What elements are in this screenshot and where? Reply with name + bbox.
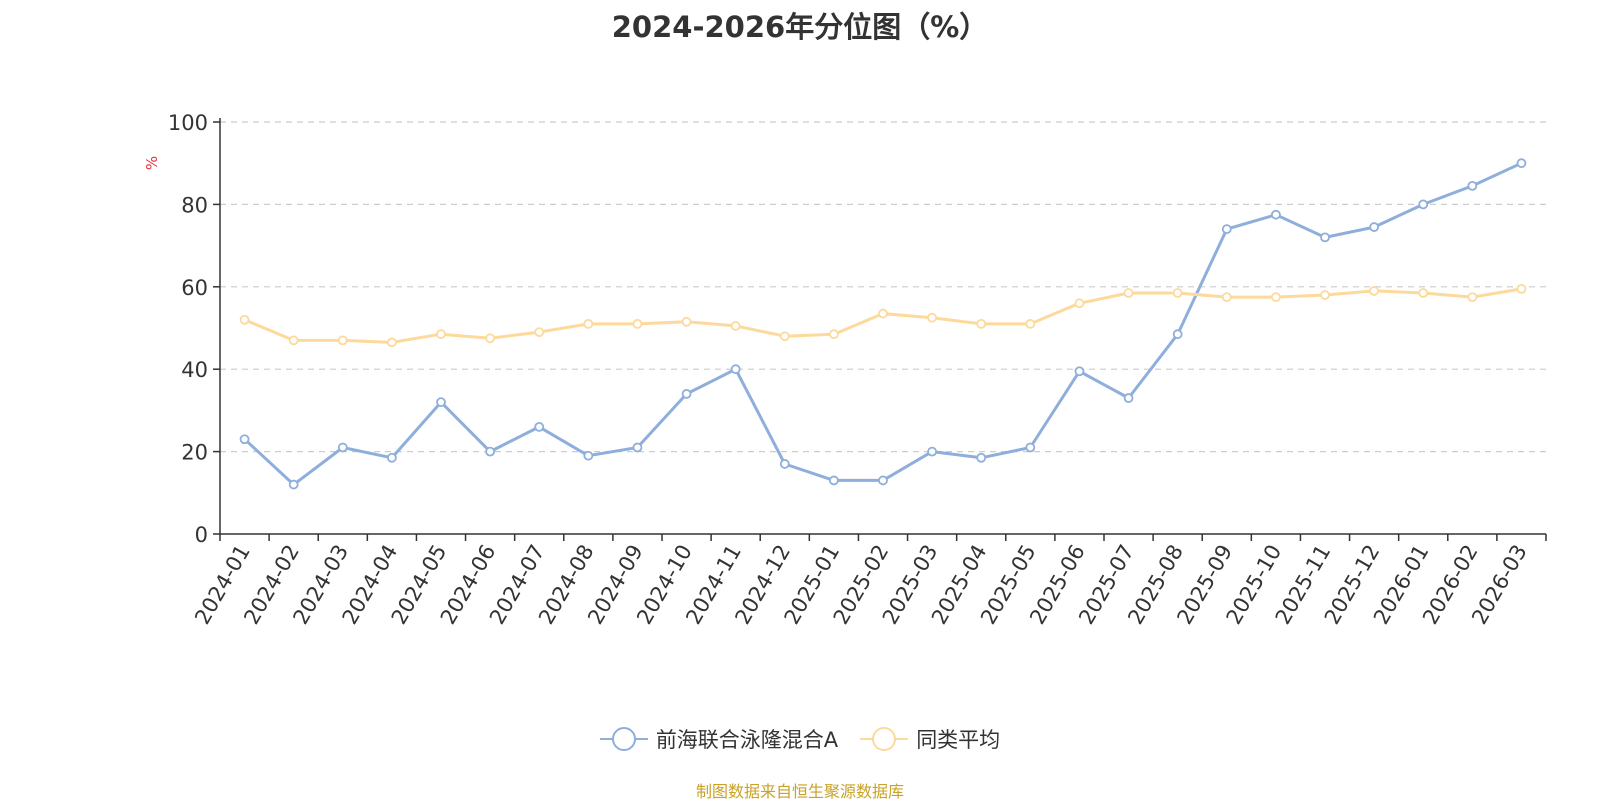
data-point-1[interactable]	[1418, 288, 1429, 298]
data-point-0[interactable]	[1418, 199, 1429, 210]
data-point-1[interactable]	[1172, 288, 1183, 298]
data-point-0[interactable]	[976, 452, 987, 463]
legend-peer-icon	[860, 727, 909, 751]
data-point-1[interactable]	[779, 331, 790, 342]
series-line-0	[243, 161, 1523, 487]
legend-fund-label: 前海联合泳隆混合A	[655, 728, 839, 752]
data-point-0[interactable]	[927, 446, 938, 457]
data-point-1[interactable]	[878, 308, 888, 319]
data-point-1[interactable]	[976, 318, 987, 329]
data-point-0[interactable]	[239, 434, 250, 445]
grid-lines	[220, 121, 1546, 453]
data-point-1[interactable]	[681, 316, 692, 327]
data-point-1[interactable]	[632, 318, 643, 329]
y-tick-label: 100	[168, 111, 208, 135]
data-point-0[interactable]	[1320, 232, 1330, 243]
data-point-0[interactable]	[1270, 209, 1281, 220]
data-point-0[interactable]	[288, 479, 299, 490]
data-point-0[interactable]	[1516, 158, 1527, 169]
data-point-0[interactable]	[583, 450, 594, 461]
data-point-1[interactable]	[1516, 283, 1527, 294]
data-point-1[interactable]	[436, 329, 446, 340]
y-axis-label: %	[143, 156, 161, 170]
data-point-0[interactable]	[1221, 224, 1232, 235]
y-tick-label: 0	[195, 523, 208, 547]
data-point-1[interactable]	[1025, 318, 1036, 329]
data-point-1[interactable]	[288, 335, 299, 346]
data-point-0[interactable]	[681, 389, 692, 399]
data-point-1[interactable]	[1074, 298, 1085, 309]
data-point-1[interactable]	[1369, 286, 1380, 296]
source-note: 制图数据来自恒生聚源数据库	[695, 782, 904, 801]
y-tick-label: 40	[181, 358, 208, 382]
data-point-1[interactable]	[1221, 292, 1232, 303]
y-tick-label: 80	[181, 193, 208, 217]
legend-fund-icon	[599, 727, 648, 751]
data-point-0[interactable]	[779, 459, 790, 469]
data-point-0[interactable]	[1074, 366, 1085, 377]
data-point-0[interactable]	[1172, 329, 1183, 340]
data-point-0[interactable]	[632, 442, 643, 453]
data-point-0[interactable]	[337, 442, 348, 453]
data-point-1[interactable]	[337, 335, 348, 346]
legend: 前海联合泳隆混合A 同类平均	[0, 724, 1600, 754]
data-point-0[interactable]	[1369, 222, 1380, 232]
data-point-1[interactable]	[730, 321, 741, 331]
data-point-0[interactable]	[386, 452, 397, 463]
data-point-1[interactable]	[828, 329, 839, 340]
data-point-1[interactable]	[534, 327, 545, 338]
chart-title: 2024-2026年分位图（%）	[611, 10, 989, 44]
data-point-1[interactable]	[1320, 290, 1330, 300]
data-point-1[interactable]	[485, 333, 496, 344]
data-point-1[interactable]	[1270, 292, 1281, 303]
series-lines	[239, 158, 1527, 490]
y-tick-label: 20	[181, 441, 208, 465]
data-point-1[interactable]	[1123, 288, 1134, 298]
y-tick-label: 60	[181, 276, 208, 300]
data-point-1[interactable]	[386, 337, 397, 348]
data-point-0[interactable]	[534, 421, 545, 432]
legend-peer-label: 同类平均	[916, 728, 1001, 752]
data-point-0[interactable]	[1123, 393, 1134, 403]
data-point-1[interactable]	[239, 314, 250, 325]
data-point-0[interactable]	[828, 475, 839, 486]
data-point-1[interactable]	[1467, 292, 1478, 303]
legend-item-fund[interactable]: 前海联合泳隆混合A	[599, 724, 839, 754]
data-point-0[interactable]	[1025, 442, 1036, 453]
data-point-0[interactable]	[878, 475, 888, 486]
data-point-0[interactable]	[485, 446, 496, 457]
data-point-1[interactable]	[583, 318, 594, 329]
data-point-0[interactable]	[1467, 180, 1478, 191]
data-point-0[interactable]	[730, 364, 741, 375]
data-point-1[interactable]	[927, 312, 938, 323]
legend-item-peer-average[interactable]: 同类平均	[860, 724, 1000, 754]
data-point-0[interactable]	[436, 397, 446, 408]
